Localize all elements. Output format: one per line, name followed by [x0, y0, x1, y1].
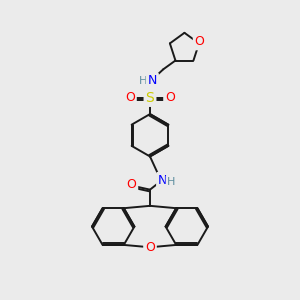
Text: O: O — [125, 92, 135, 104]
Text: N: N — [158, 174, 167, 187]
Text: O: O — [127, 178, 136, 191]
Text: O: O — [145, 241, 155, 254]
Text: O: O — [195, 35, 205, 48]
Text: S: S — [146, 91, 154, 105]
Text: O: O — [165, 92, 175, 104]
Text: H: H — [167, 177, 176, 187]
Text: N: N — [148, 74, 157, 87]
Text: H: H — [139, 76, 148, 86]
